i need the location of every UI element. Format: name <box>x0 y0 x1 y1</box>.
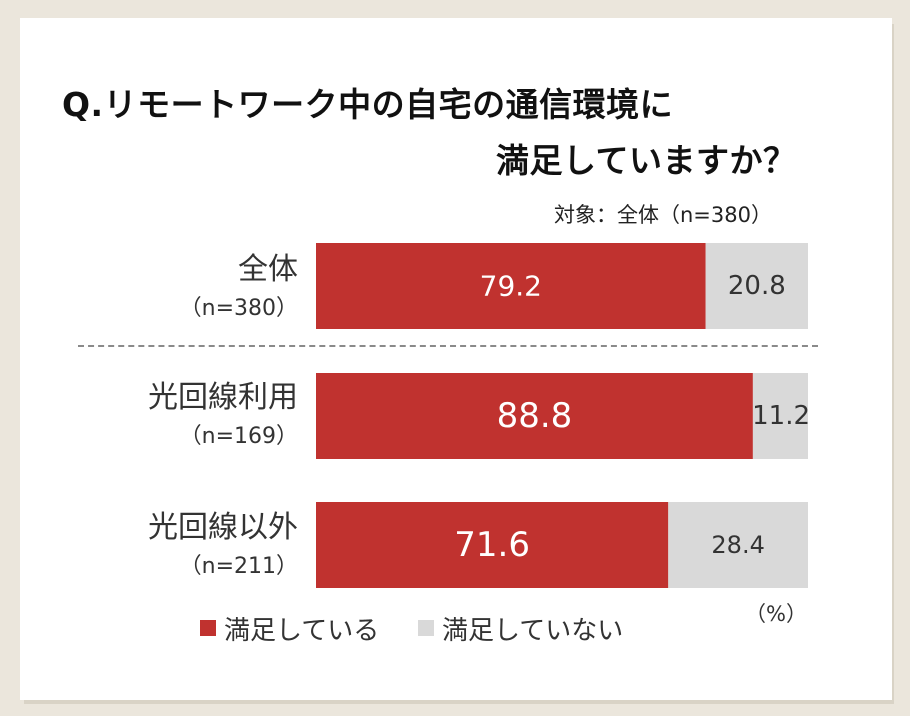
legend-swatch-satisfied <box>200 620 216 636</box>
bar-segment <box>316 502 669 588</box>
unit-label: （%） <box>745 602 807 626</box>
category-name: 全体 <box>238 252 298 287</box>
row-label-2: 光回線以外 （n=211） <box>148 502 298 580</box>
legend-label-not-satisfied: 満足していない <box>442 615 624 646</box>
chart-subtitle: 対象：全体（n=380） <box>554 203 772 227</box>
bar-segment <box>316 243 706 329</box>
data-label: 11.2 <box>752 401 810 431</box>
legend-label-satisfied: 満足している <box>224 615 380 646</box>
group-divider <box>78 345 818 347</box>
bar-segment <box>705 243 808 329</box>
data-label: 71.6 <box>454 525 530 565</box>
data-label: 28.4 <box>711 531 764 559</box>
legend-item-not-satisfied: 満足していない <box>418 612 624 646</box>
category-n: （n=380） <box>179 296 298 321</box>
data-label: 20.8 <box>728 271 786 301</box>
chart-title-line2: 満足していますか？ <box>496 141 797 180</box>
bar-segment <box>316 373 753 459</box>
row-label-0: 全体 （n=380） <box>180 244 298 322</box>
category-n: （n=211） <box>179 554 298 579</box>
bar-segment <box>668 502 808 588</box>
legend-swatch-not-satisfied <box>418 620 434 636</box>
category-n: （n=169） <box>179 424 298 449</box>
chart-title-line1: Q.リモートワーク中の自宅の通信環境に <box>62 85 674 124</box>
data-label: 79.2 <box>480 270 542 303</box>
category-name: 光回線利用 <box>148 380 298 415</box>
data-label: 88.8 <box>497 396 573 436</box>
category-name: 光回線以外 <box>148 510 298 545</box>
row-label-1: 光回線利用 （n=169） <box>148 372 298 450</box>
bar-segment <box>752 373 808 459</box>
legend-item-satisfied: 満足している <box>200 612 380 646</box>
